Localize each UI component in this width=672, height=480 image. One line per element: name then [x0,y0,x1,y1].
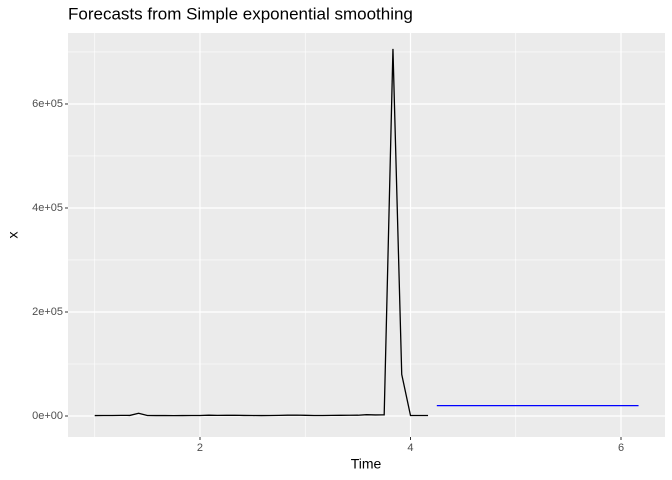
y-tick-label: 2e+05 [32,306,63,318]
x-tick-label: 2 [197,442,203,454]
marks [94,48,639,417]
series-line [94,48,429,417]
y-tick-label: 6e+05 [32,98,63,110]
panel [68,33,665,437]
x-tick-label: 6 [618,442,624,454]
y-axis-title: x [5,232,21,239]
x-axis-title: Time [351,456,382,472]
y-tick-label: 4e+05 [32,202,63,214]
x-tick-label: 4 [407,442,413,454]
chart-title: Forecasts from Simple exponential smooth… [68,4,413,23]
y-tick-label: 0e+00 [32,410,63,422]
